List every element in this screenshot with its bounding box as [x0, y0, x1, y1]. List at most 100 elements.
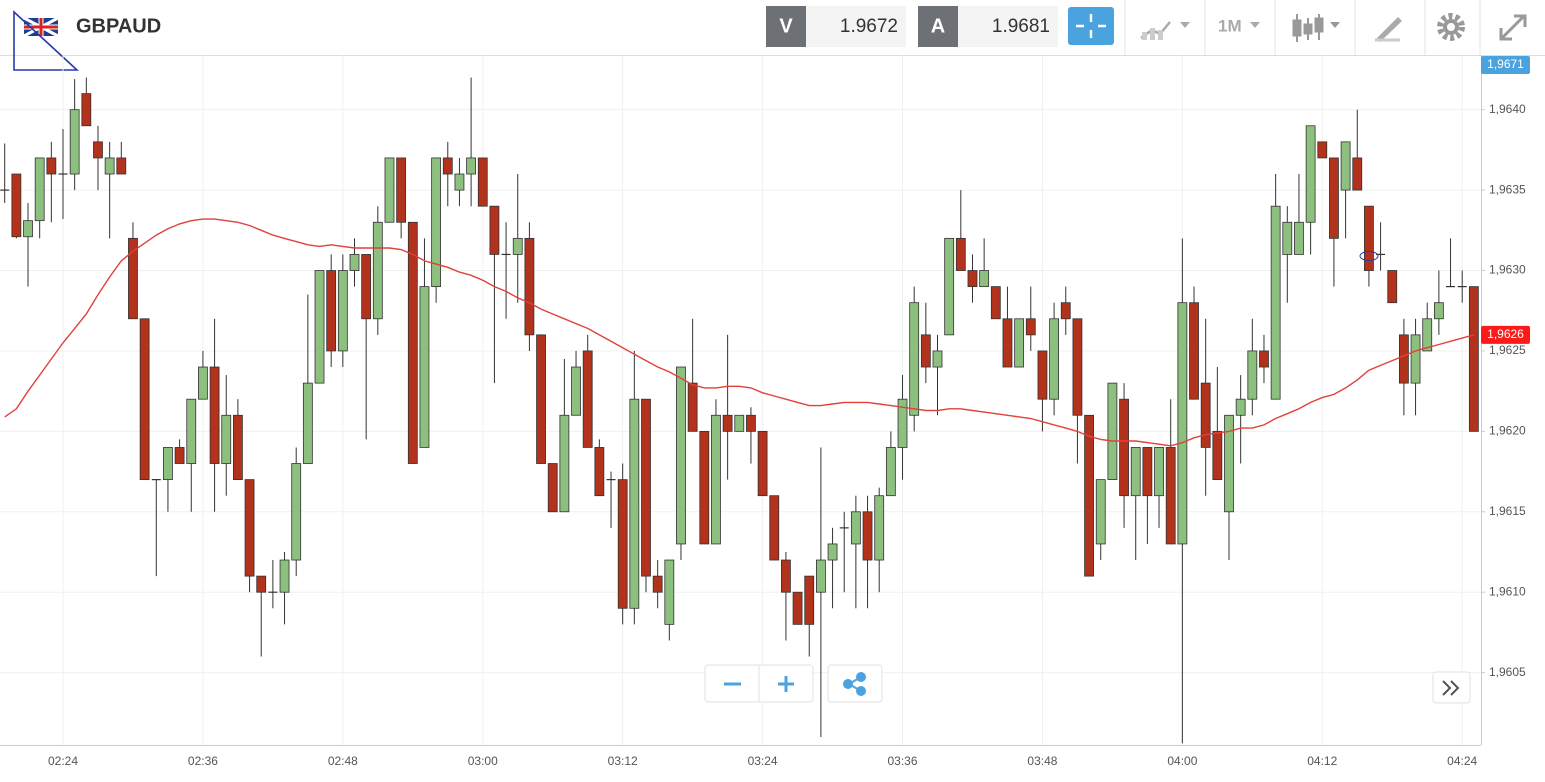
plot-area — [0, 55, 1482, 746]
bid-price: 1.9672 — [840, 16, 898, 37]
candle-body — [116, 157, 127, 175]
candle-body — [582, 350, 593, 448]
share-button[interactable] — [827, 664, 883, 703]
bid-label: V — [779, 15, 793, 37]
x-tick-label: 02:36 — [188, 754, 218, 768]
ask-button[interactable] — [918, 6, 958, 47]
x-tick-label: 04:00 — [1167, 754, 1197, 768]
candle-body — [232, 414, 243, 481]
candle-body — [1433, 302, 1444, 320]
y-tick-label: 1,9610 — [1489, 584, 1526, 598]
candle-body — [1165, 447, 1176, 545]
candle-body — [1399, 334, 1409, 384]
candle-body — [326, 270, 337, 352]
scroll-right-button[interactable] — [1432, 671, 1471, 704]
ellipse-annotation — [1359, 251, 1379, 261]
y-tick-label: 1,9620 — [1489, 424, 1526, 438]
candle-body — [850, 511, 861, 545]
y-tick-label: 1,9605 — [1489, 665, 1526, 679]
candle-body — [93, 141, 103, 159]
candle-body — [1200, 382, 1211, 448]
candle-body — [1364, 205, 1374, 271]
candle-body — [559, 414, 570, 513]
chart-type-button[interactable] — [1140, 21, 1190, 40]
y-tick-label: 1,9635 — [1489, 182, 1526, 196]
candle-body — [466, 157, 477, 175]
candle-body — [920, 334, 931, 368]
fullscreen-button[interactable] — [1499, 14, 1527, 41]
candle-body — [1270, 205, 1281, 400]
y-tick-label: 1,9630 — [1489, 263, 1526, 277]
candle-body — [1317, 141, 1328, 159]
candle-body — [244, 479, 255, 577]
candle-body — [1235, 398, 1246, 416]
candle-body — [1025, 318, 1036, 336]
candle-body — [1212, 430, 1223, 481]
zoom-in-button[interactable] — [778, 676, 794, 692]
candle-body — [1060, 302, 1071, 320]
candle-body — [279, 559, 290, 593]
candle-body — [746, 414, 756, 432]
candle-body — [932, 350, 943, 368]
y-tick-label: 1,9640 — [1489, 102, 1526, 116]
candle-body — [990, 286, 1001, 320]
candle-body — [349, 254, 360, 271]
candle-body — [1107, 382, 1118, 481]
candle-body — [69, 109, 80, 175]
candle-style-button[interactable] — [1292, 14, 1340, 42]
x-tick-label: 03:24 — [748, 754, 778, 768]
candle-body — [337, 270, 348, 352]
candle-body — [676, 366, 686, 545]
candle-body — [1340, 141, 1351, 191]
candle-body — [1224, 414, 1234, 513]
candle-body — [1049, 318, 1059, 400]
ask-box — [958, 6, 1058, 47]
candle-body — [209, 366, 220, 464]
price-marker-label: 1,9626 — [1487, 327, 1524, 341]
candle-body — [46, 157, 57, 175]
x-tick-label: 04:12 — [1307, 754, 1337, 768]
flag-icon — [23, 16, 59, 38]
candle-body — [198, 366, 208, 400]
moving-average-line — [4, 218, 1475, 447]
candle-body — [407, 221, 418, 464]
toolbar: GBPAUD V 1.9672 A 1.9681 1M — [0, 0, 1545, 56]
candle-body — [81, 93, 92, 127]
candle-body — [629, 398, 640, 609]
candle-body — [396, 157, 407, 223]
candle-body — [361, 254, 372, 320]
zoom-controls — [704, 664, 1471, 704]
candle-body — [524, 237, 535, 336]
candle-body — [11, 173, 22, 238]
candle-body — [1294, 221, 1304, 255]
bid-button[interactable] — [766, 6, 806, 47]
candle-body — [104, 157, 115, 175]
candles — [0, 77, 1479, 744]
x-tick-label: 03:12 — [608, 754, 638, 768]
bid-box — [806, 6, 906, 47]
candle-body — [1282, 221, 1293, 255]
price-marker — [1481, 56, 1530, 74]
x-tick-label: 03:48 — [1027, 754, 1057, 768]
candle-body — [1410, 334, 1421, 384]
candle-body — [967, 270, 978, 288]
candle-body — [536, 334, 546, 464]
candle-body — [1142, 447, 1153, 497]
candle-body — [1084, 414, 1094, 577]
candle-body — [477, 157, 488, 207]
settings-button[interactable] — [1437, 13, 1465, 41]
timeframe-button[interactable]: 1M — [1218, 16, 1260, 35]
candle-body — [512, 237, 523, 255]
scroll-right-icon — [1442, 680, 1460, 696]
candle-body — [769, 495, 780, 561]
crosshair-button[interactable] — [1068, 7, 1114, 45]
candle-body — [384, 157, 395, 223]
y-tick-label: 1,9625 — [1489, 343, 1526, 357]
candle-body — [664, 559, 675, 625]
candle-body — [1130, 447, 1141, 497]
drawing-tool-button[interactable] — [1375, 17, 1402, 42]
candle-body — [594, 447, 605, 497]
candle-body — [757, 430, 768, 497]
